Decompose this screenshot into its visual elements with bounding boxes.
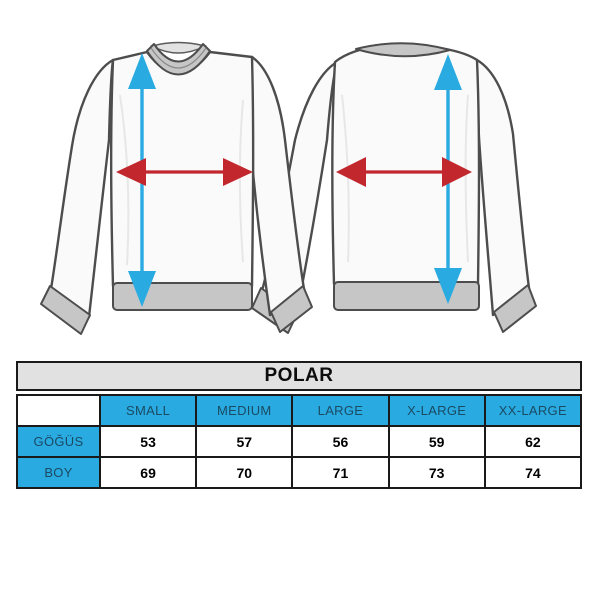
table-title: POLAR bbox=[16, 361, 582, 391]
front-collar-ribline bbox=[150, 47, 207, 69]
column-header-large: LARGE bbox=[291, 394, 390, 427]
measurement-cell: 71 bbox=[291, 456, 390, 489]
measurement-cell: 57 bbox=[195, 425, 294, 458]
front-left-sleeve bbox=[49, 58, 115, 319]
row-label-gogus: GÖĞÜS bbox=[16, 425, 101, 458]
chest-arrow-front-icon bbox=[116, 158, 253, 186]
back-sweatshirt bbox=[251, 42, 537, 334]
row-label-boy: BOY bbox=[16, 456, 101, 489]
front-sweatshirt bbox=[40, 41, 313, 335]
back-neckband-icon bbox=[355, 42, 451, 58]
table-row-chest: GÖĞÜS 53 57 56 59 62 bbox=[16, 425, 583, 458]
front-right-cuff-icon bbox=[270, 285, 313, 333]
measurement-cell: 59 bbox=[387, 425, 486, 458]
size-table: POLAR SMALL MEDIUM LARGE X-LARGE XX-LARG… bbox=[16, 361, 583, 489]
corner-cell bbox=[16, 394, 101, 427]
table-row-length: BOY 69 70 71 73 74 bbox=[16, 456, 583, 489]
measurement-cell: 74 bbox=[483, 456, 583, 489]
garment-measurement-diagram bbox=[40, 41, 537, 335]
chest-arrow-back-icon bbox=[336, 157, 472, 187]
size-header-row: SMALL MEDIUM LARGE X-LARGE XX-LARGE bbox=[16, 394, 583, 427]
front-fold-right bbox=[238, 99, 244, 263]
back-right-sleeve bbox=[475, 58, 531, 317]
front-hem-icon bbox=[112, 282, 253, 311]
measurement-cell: 56 bbox=[291, 425, 390, 458]
measurement-cell: 73 bbox=[387, 456, 486, 489]
front-left-cuff-icon bbox=[40, 285, 91, 335]
measurement-cell: 62 bbox=[483, 425, 583, 458]
front-fold-left bbox=[119, 94, 130, 266]
measurement-cell: 53 bbox=[98, 425, 198, 458]
size-grid: SMALL MEDIUM LARGE X-LARGE XX-LARGE GÖĞÜ… bbox=[16, 394, 583, 489]
back-hem-icon bbox=[333, 281, 480, 311]
back-fold-right bbox=[464, 94, 469, 263]
back-fold-left bbox=[341, 94, 350, 263]
column-header-medium: MEDIUM bbox=[195, 394, 294, 427]
back-right-cuff-icon bbox=[493, 284, 537, 333]
column-header-x-large: X-LARGE bbox=[387, 394, 486, 427]
measurement-cell: 69 bbox=[98, 456, 198, 489]
measurement-cell: 70 bbox=[195, 456, 294, 489]
column-header-xx-large: XX-LARGE bbox=[483, 394, 583, 427]
front-collar-icon bbox=[146, 43, 211, 76]
column-header-small: SMALL bbox=[98, 394, 198, 427]
